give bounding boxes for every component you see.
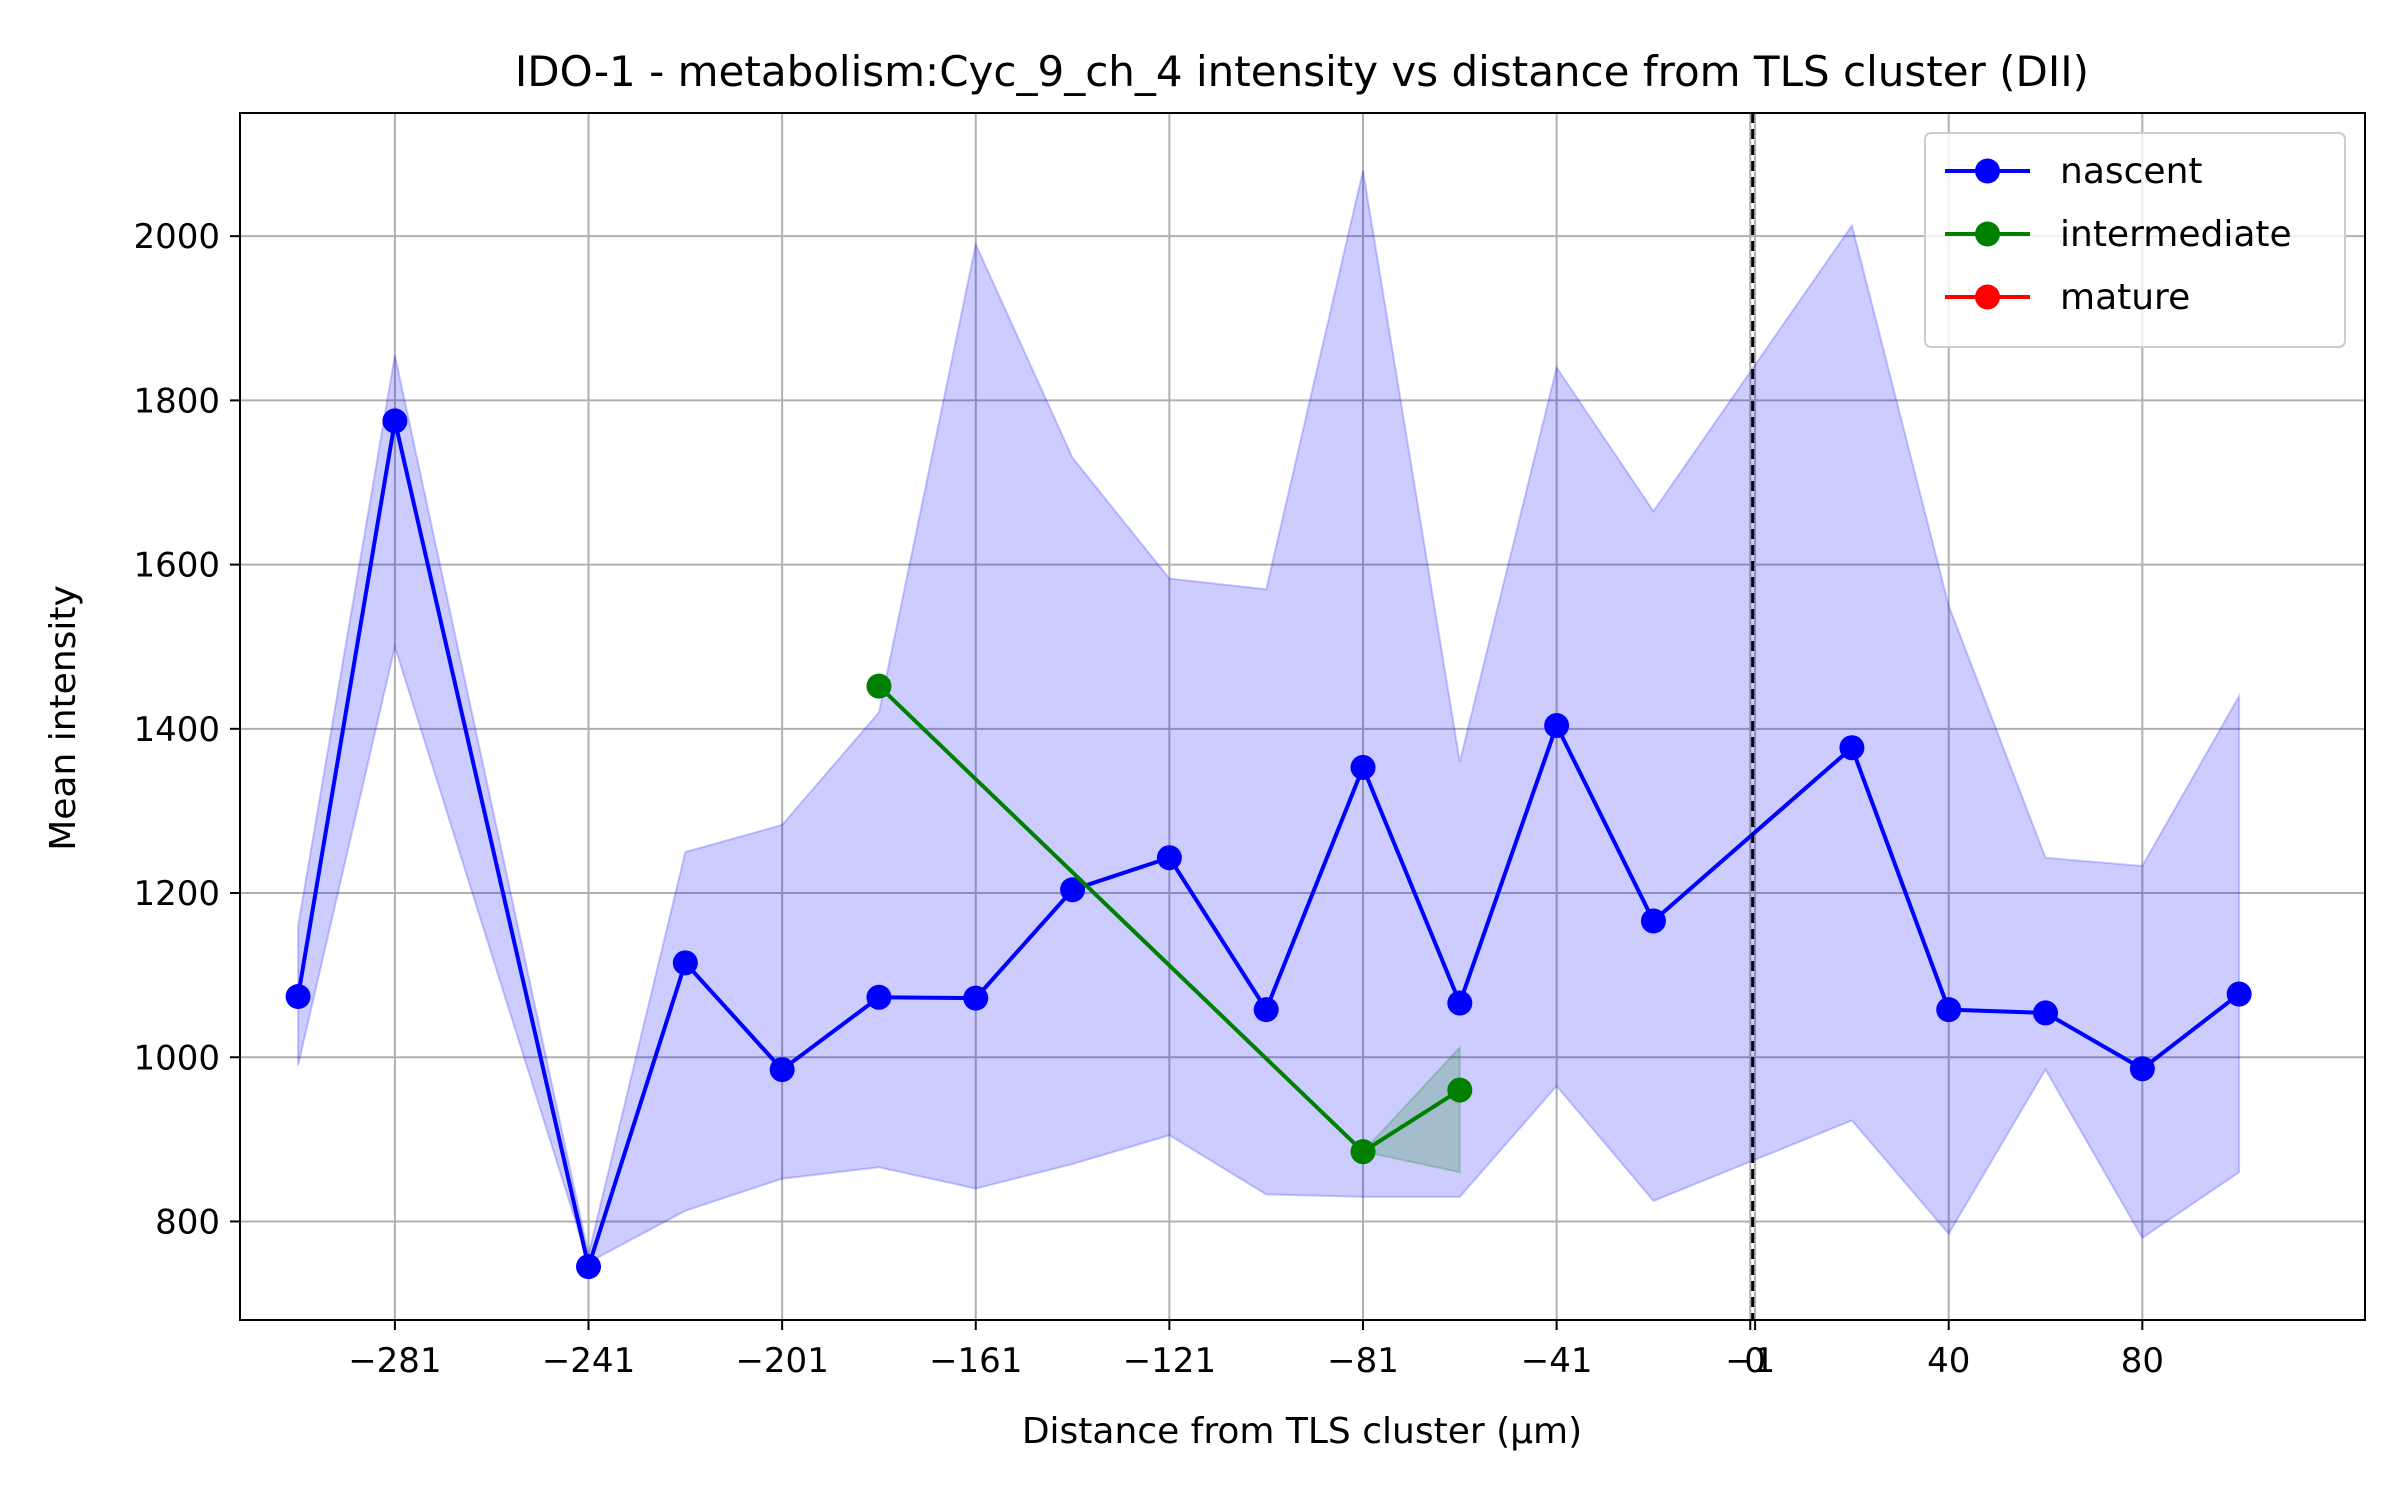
point-nascent xyxy=(1447,990,1473,1016)
legend-marker-nascent xyxy=(1975,158,2000,184)
y-tick-label: 800 xyxy=(155,1202,220,1242)
point-nascent xyxy=(1350,754,1376,780)
point-nascent xyxy=(866,984,892,1010)
legend-label-mature: mature xyxy=(2060,277,2190,318)
plot-area-frame xyxy=(239,112,2366,1321)
point-nascent xyxy=(2129,1056,2155,1082)
y-tick-label: 1400 xyxy=(133,710,220,750)
legend: nascent intermediate mature xyxy=(1924,132,2346,348)
point-nascent xyxy=(2226,981,2252,1007)
y-tick-label: 1200 xyxy=(133,874,220,914)
point-nascent xyxy=(1544,713,1570,739)
point-nascent xyxy=(672,950,698,976)
legend-label-intermediate: intermediate xyxy=(2060,214,2292,255)
band-nascent xyxy=(297,170,2241,1264)
legend-box xyxy=(1924,132,2346,348)
point-nascent xyxy=(963,985,989,1011)
point-nascent xyxy=(2033,1000,2059,1026)
x-axis-title: Distance from TLS cluster (μm) xyxy=(1022,1411,1582,1452)
x-tick-label: −41 xyxy=(1521,1341,1593,1381)
legend-marker-mature xyxy=(1975,284,2000,310)
point-nascent xyxy=(1839,735,1865,761)
point-nascent xyxy=(382,408,408,434)
x-tick-label: −81 xyxy=(1327,1341,1399,1381)
axis-ticks: −281 −241 −201 −161 −121 −81 −41 −10 40 80 800 1000… xyxy=(133,217,2163,1381)
x-tick-label: 40 xyxy=(1927,1341,1970,1381)
point-intermediate xyxy=(866,673,892,699)
legend-marker-intermediate xyxy=(1975,221,2000,247)
x-tick-label: −201 xyxy=(735,1341,828,1381)
point-nascent xyxy=(1253,997,1279,1023)
y-tick-label: 2000 xyxy=(133,217,220,257)
x-tick-label: −161 xyxy=(929,1341,1022,1381)
chart-title: IDO-1 - metabolism:Cyc_9_ch_4 intensity … xyxy=(515,47,2089,96)
point-nascent xyxy=(1640,908,1666,934)
point-nascent xyxy=(769,1057,795,1083)
point-nascent xyxy=(576,1254,602,1280)
y-tick-label: 1600 xyxy=(133,546,220,586)
y-tick-label: 1800 xyxy=(133,381,220,421)
x-tick-label: −121 xyxy=(1123,1341,1216,1381)
x-tick-label: −281 xyxy=(348,1341,441,1381)
x-tick-label: −241 xyxy=(542,1341,635,1381)
series-lines xyxy=(285,408,2252,1280)
x-tick-label: −1 xyxy=(1725,1341,1775,1381)
point-nascent xyxy=(1156,845,1182,871)
x-tick-label: 80 xyxy=(2121,1341,2164,1381)
point-nascent xyxy=(1936,997,1962,1023)
point-nascent xyxy=(1060,877,1086,903)
y-tick-label: 1000 xyxy=(133,1038,220,1078)
point-nascent xyxy=(285,983,311,1009)
x-tick-label: 0 xyxy=(1744,1341,1766,1381)
legend-label-nascent: nascent xyxy=(2060,151,2203,192)
point-intermediate xyxy=(1447,1077,1473,1103)
grid xyxy=(240,113,2365,1320)
point-intermediate xyxy=(1350,1139,1376,1165)
y-axis-title: Mean intensity xyxy=(43,585,84,851)
